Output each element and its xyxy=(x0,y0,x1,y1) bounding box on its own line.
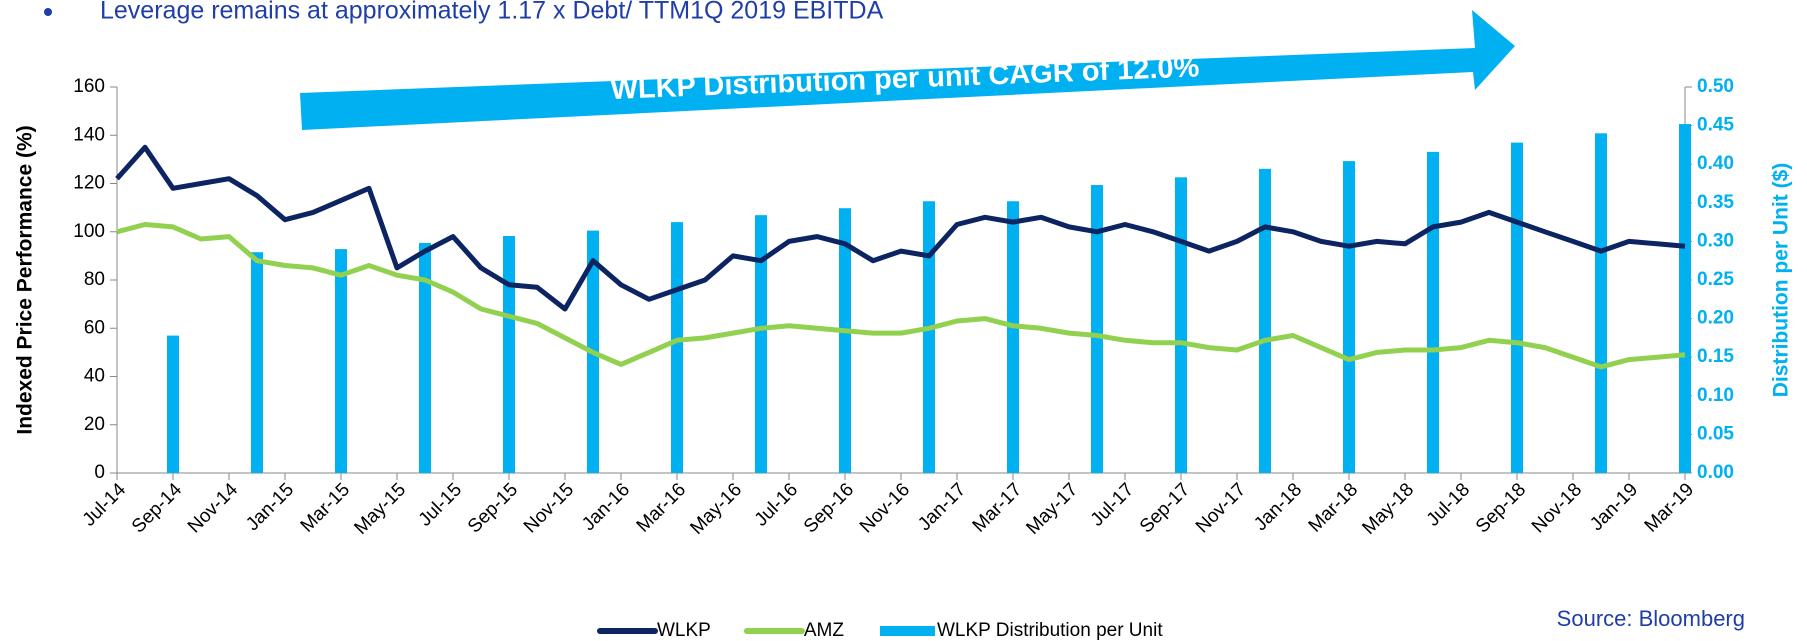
y-tick-label: 120 xyxy=(73,173,105,194)
bar xyxy=(671,222,683,473)
x-tick-label: Jul-18 xyxy=(1423,479,1474,530)
y-tick-label: 160 xyxy=(73,76,105,97)
x-tick-label: Mar-15 xyxy=(297,479,354,536)
bar xyxy=(335,249,347,473)
bar xyxy=(755,215,767,474)
bar xyxy=(1343,161,1355,473)
y2-tick-label: 0.10 xyxy=(1697,385,1734,406)
x-tick-label: May-15 xyxy=(350,479,410,539)
source: Source: Bloomberg xyxy=(1557,606,1745,631)
x-tick-label: Jul-14 xyxy=(79,479,131,531)
x-tick-label: May-17 xyxy=(1022,479,1082,539)
y2-tick-label: 0.00 xyxy=(1697,462,1734,483)
y-axis-title: Indexed Price Performance (%) xyxy=(14,125,37,434)
bullet-text: Leverage remains at approximately 1.17 x… xyxy=(100,0,884,25)
bar xyxy=(1595,133,1607,473)
x-tick-label: Jan-15 xyxy=(242,479,298,535)
x-tick-label: Nov-14 xyxy=(184,479,242,537)
x-tick-label: May-18 xyxy=(1358,479,1418,539)
bar xyxy=(839,208,851,474)
x-tick-label: Jan-19 xyxy=(1586,479,1642,535)
x-tick-label: Nov-17 xyxy=(1192,479,1250,537)
y2-tick-label: 0.15 xyxy=(1697,346,1734,367)
cagr-arrow xyxy=(300,10,1515,130)
x-tick-label: Nov-16 xyxy=(856,479,914,537)
y2-tick-label: 0.40 xyxy=(1697,153,1734,174)
bar xyxy=(167,335,179,473)
x-tick-label: Sep-18 xyxy=(1472,479,1530,537)
bar xyxy=(1007,201,1019,474)
line xyxy=(116,222,1686,370)
x-tick-label: Nov-15 xyxy=(520,479,578,537)
bar xyxy=(251,252,263,473)
y2-tick-label: 0.30 xyxy=(1697,230,1734,251)
y-tick-label: 100 xyxy=(73,221,105,242)
y2-tick-label: 0.50 xyxy=(1697,76,1734,97)
y2-tick-label: 0.25 xyxy=(1697,269,1734,290)
y2-tick-label: 0.20 xyxy=(1697,308,1734,329)
bar xyxy=(1175,177,1187,473)
x-tick-label: Nov-18 xyxy=(1528,479,1586,537)
bar xyxy=(923,201,935,474)
x-tick-label: May-16 xyxy=(686,479,746,539)
bar xyxy=(1091,185,1103,473)
x-tick-label: Mar-19 xyxy=(1641,479,1698,536)
bullet-dot xyxy=(44,8,52,16)
x-tick-label: Sep-14 xyxy=(128,479,186,537)
bar xyxy=(1427,151,1439,473)
y2-tick-label: 0.35 xyxy=(1697,192,1734,213)
y-tick-label: 0 xyxy=(94,462,105,483)
x-tick-label: Mar-18 xyxy=(1305,479,1362,536)
bar xyxy=(1679,124,1691,473)
x-tick-label: Mar-16 xyxy=(633,479,690,536)
legend-label: WLKP xyxy=(657,620,711,641)
x-tick-label: Sep-15 xyxy=(464,479,522,537)
y-tick-label: 140 xyxy=(73,124,105,145)
x-tick-label: Jan-17 xyxy=(914,479,970,535)
bar xyxy=(1511,142,1523,474)
y-tick-label: 80 xyxy=(84,269,105,290)
bar xyxy=(1259,168,1271,473)
x-tick-label: Sep-16 xyxy=(800,479,858,537)
y2-tick-label: 0.45 xyxy=(1697,115,1734,136)
x-tick-label: Jul-16 xyxy=(751,479,802,530)
x-tick-label: Jul-15 xyxy=(415,479,466,530)
legend-label: WLKP Distribution per Unit xyxy=(937,620,1163,641)
y2-axis-title: Distribution per Unit ($) xyxy=(1770,163,1793,398)
bar xyxy=(419,242,431,473)
y-tick-label: 20 xyxy=(84,414,105,435)
y-tick-label: 60 xyxy=(84,317,105,338)
x-tick-label: Jan-16 xyxy=(578,479,634,535)
y2-tick-label: 0.05 xyxy=(1697,423,1734,444)
bar xyxy=(503,235,515,473)
x-tick-label: Mar-17 xyxy=(969,479,1026,536)
x-tick-label: Sep-17 xyxy=(1136,479,1194,537)
x-tick-label: Jan-18 xyxy=(1250,479,1306,535)
legend-label: AMZ xyxy=(804,620,845,641)
line xyxy=(115,144,1686,312)
x-tick-label: Jul-17 xyxy=(1087,479,1138,530)
y-tick-label: 40 xyxy=(84,366,105,387)
